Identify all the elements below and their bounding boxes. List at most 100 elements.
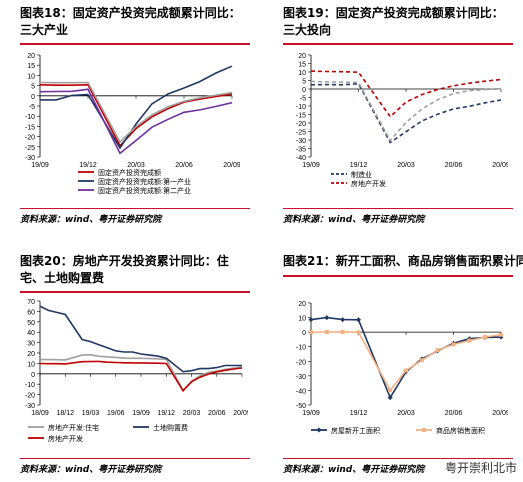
x-tick-label: 20/09 bbox=[492, 410, 508, 417]
x-tick-label: 19/12 bbox=[79, 162, 97, 169]
y-tick-label: -30 bbox=[296, 374, 306, 381]
series-marker-1 bbox=[435, 348, 440, 353]
y-tick-label: -20 bbox=[25, 393, 35, 400]
y-tick-label: -15 bbox=[296, 113, 306, 120]
title-rule bbox=[283, 275, 513, 277]
series-marker-0 bbox=[498, 334, 504, 340]
y-tick-label: 20 bbox=[27, 351, 35, 358]
x-tick-label: 20/03 bbox=[397, 162, 415, 169]
y-tick-label: -30 bbox=[296, 138, 306, 145]
chart-title: 图表21：新开工面积、商品房销售面积累计同比 bbox=[283, 254, 523, 268]
y-tick-label: 20 bbox=[298, 53, 306, 60]
chart-source: 资料来源：wind、粤开证券研究院 bbox=[283, 215, 425, 225]
legend-label-2: 固定资产投资完成额:第二产业 bbox=[98, 186, 191, 195]
legend-label-0: 房地产开发:住宅 bbox=[48, 423, 99, 432]
watermark-text: 粤开崇利北市 bbox=[444, 461, 517, 475]
y-tick-label: -5 bbox=[300, 96, 306, 103]
x-tick-label: 19/09 bbox=[132, 410, 150, 417]
y-tick-label: -10 bbox=[296, 345, 306, 352]
y-tick-label: 60 bbox=[27, 309, 35, 316]
legend-label-2: 房地产开发 bbox=[48, 434, 83, 443]
x-tick-label: 19/12 bbox=[350, 162, 368, 169]
x-tick-label: 20/06 bbox=[445, 410, 463, 417]
series-marker-1 bbox=[340, 329, 345, 334]
chart-title: 图表20：房地产开发投资累计同比：住宅、土地购置费 bbox=[20, 254, 229, 285]
x-tick-label: 20/06 bbox=[208, 410, 226, 417]
legend-label-0: 制造业 bbox=[351, 170, 372, 179]
series-marker-1 bbox=[388, 388, 393, 393]
y-tick-label: 20 bbox=[298, 301, 306, 308]
x-tick-label: 20/03 bbox=[397, 410, 415, 417]
series-line-2 bbox=[39, 360, 243, 393]
y-tick-label: -10 bbox=[25, 114, 35, 121]
legend-label-1: 房地产开发 bbox=[351, 179, 386, 188]
x-tick-label: 20/09 bbox=[492, 162, 508, 169]
series-line-0 bbox=[310, 316, 502, 400]
x-tick-label: 19/03 bbox=[82, 410, 100, 417]
legend-label-1: 土地购置费 bbox=[153, 423, 188, 432]
series-marker-1 bbox=[404, 368, 408, 373]
legend-marker-0 bbox=[316, 427, 322, 433]
chart-panel-19: 图表19：固定资产投资完成额累计同比：三大投向 20 15 10 5 0 -5 -10 -15… bbox=[283, 5, 513, 235]
title-rule bbox=[20, 291, 250, 293]
x-tick-label: 18/09 bbox=[31, 410, 49, 417]
x-tick-label: 20/09 bbox=[233, 410, 248, 417]
y-tick-label: 0 bbox=[31, 372, 35, 379]
y-tick-label: 0 bbox=[302, 87, 306, 94]
chart-title: 图表19：固定资产投资完成额累计同比：三大投向 bbox=[283, 6, 504, 37]
y-tick-label: -10 bbox=[25, 382, 35, 389]
x-tick-label: 19/12 bbox=[157, 410, 175, 417]
y-tick-label: -35 bbox=[296, 147, 306, 154]
legend-label-0: 固定资产投资完成额 bbox=[98, 168, 161, 177]
y-tick-label: -30 bbox=[25, 403, 35, 410]
series-marker-1 bbox=[499, 332, 503, 337]
title-rule bbox=[283, 43, 513, 45]
title-rule bbox=[20, 43, 250, 45]
series-line-2 bbox=[310, 80, 502, 142]
x-tick-label: 20/06 bbox=[445, 162, 463, 169]
y-tick-label: 15 bbox=[27, 63, 35, 70]
series-line-1 bbox=[310, 70, 502, 118]
chart-title: 图表18：固定资产投资完成额累计同比：三大产业 bbox=[20, 6, 241, 37]
y-tick-label: 70 bbox=[27, 299, 35, 306]
legend-marker-1 bbox=[422, 428, 426, 432]
x-tick-label: 20/03 bbox=[127, 162, 145, 169]
chart-source: 资料来源：wind、粤开证券研究院 bbox=[20, 465, 162, 475]
legend-label-1: 商品房销售面积 bbox=[436, 426, 485, 435]
series-marker-0 bbox=[356, 317, 361, 323]
y-tick-label: 5 bbox=[31, 84, 35, 91]
series-line-0 bbox=[310, 82, 502, 144]
series-line-1 bbox=[310, 331, 502, 392]
y-tick-label: 30 bbox=[27, 341, 35, 348]
y-tick-label: -40 bbox=[296, 155, 306, 162]
y-tick-label: 5 bbox=[302, 79, 306, 86]
series-marker-1 bbox=[451, 342, 456, 347]
y-tick-label: -50 bbox=[296, 403, 306, 410]
y-tick-label: 10 bbox=[27, 73, 35, 80]
y-tick-label: -5 bbox=[29, 104, 35, 111]
chart-source: 资料来源：wind、粤开证券研究院 bbox=[20, 215, 162, 225]
y-tick-label: -15 bbox=[25, 124, 35, 131]
y-tick-label: -25 bbox=[296, 130, 306, 137]
y-tick-label: -30 bbox=[25, 155, 35, 162]
x-tick-label: 19/09 bbox=[31, 162, 49, 169]
y-tick-label: 40 bbox=[27, 330, 35, 337]
series-line-2 bbox=[39, 88, 233, 155]
x-tick-label: 19/12 bbox=[350, 410, 368, 417]
series-marker-1 bbox=[483, 334, 488, 339]
series-line-1 bbox=[39, 305, 242, 373]
x-tick-label: 19/06 bbox=[107, 410, 125, 417]
y-tick-label: -40 bbox=[296, 388, 306, 395]
source-rule bbox=[20, 458, 250, 459]
y-tick-label: 10 bbox=[298, 70, 306, 77]
y-tick-label: 15 bbox=[298, 62, 306, 69]
y-tick-label: 10 bbox=[298, 316, 306, 323]
source-rule bbox=[283, 458, 513, 459]
series-marker-0 bbox=[387, 395, 393, 401]
series-line-3 bbox=[39, 81, 233, 144]
y-tick-label: -10 bbox=[296, 104, 306, 111]
y-tick-label: 20 bbox=[27, 53, 35, 60]
